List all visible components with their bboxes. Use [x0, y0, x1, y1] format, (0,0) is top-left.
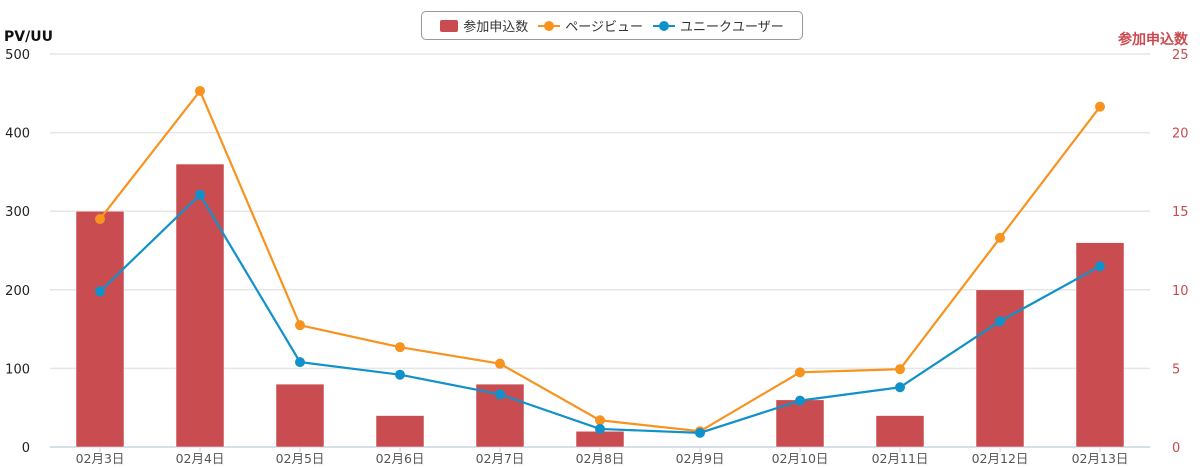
data-point[interactable] — [95, 286, 105, 297]
series-line — [99, 192, 1101, 434]
right-tick-label: 15 — [1172, 205, 1189, 220]
line-marker-icon — [538, 20, 561, 32]
right-tick-label: 10 — [1172, 284, 1189, 299]
x-tick-label: 02月11日 — [872, 451, 929, 466]
data-point[interactable] — [195, 85, 205, 96]
data-point[interactable] — [95, 214, 105, 225]
left-tick-label: 0 — [22, 441, 30, 456]
bar[interactable] — [375, 415, 425, 448]
x-tick-label: 02月4日 — [176, 451, 225, 466]
data-point[interactable] — [595, 415, 605, 426]
right-axis-title: 参加申込数 — [1118, 32, 1188, 48]
data-point[interactable] — [1095, 261, 1105, 272]
x-tick-label: 02月3日 — [76, 451, 125, 466]
bar-swatch-icon — [440, 19, 459, 32]
bar[interactable] — [75, 210, 125, 448]
left-axis-title: PV/UU — [4, 29, 53, 45]
data-point[interactable] — [295, 357, 305, 368]
line-marker-icon — [653, 20, 675, 32]
right-tick-label: 0 — [1172, 441, 1180, 456]
x-tick-label: 02月8日 — [576, 451, 625, 466]
bar[interactable] — [775, 399, 825, 448]
left-tick-label: 200 — [5, 284, 30, 299]
x-tick-label: 02月5日 — [276, 451, 325, 466]
data-point[interactable] — [695, 427, 705, 438]
x-tick-label: 02月6日 — [376, 451, 425, 466]
data-point[interactable] — [795, 395, 805, 406]
right-tick-label: 5 — [1172, 362, 1180, 377]
data-point[interactable] — [1095, 101, 1105, 112]
left-tick-label: 300 — [5, 205, 30, 220]
left-tick-label: 400 — [5, 127, 30, 142]
legend-label: 参加申込数 — [463, 20, 529, 35]
data-point[interactable] — [495, 389, 505, 400]
bar[interactable] — [175, 163, 225, 448]
data-point[interactable] — [295, 320, 305, 331]
legend-item-applications[interactable]: 参加申込数 — [440, 16, 528, 35]
bar[interactable] — [875, 415, 925, 448]
bar[interactable] — [975, 289, 1025, 448]
data-point[interactable] — [995, 316, 1005, 327]
x-tick-label: 02月13日 — [1072, 451, 1129, 466]
data-point[interactable] — [595, 423, 605, 434]
x-tick-label: 02月7日 — [476, 451, 525, 466]
data-point[interactable] — [495, 358, 505, 369]
data-point[interactable] — [195, 189, 205, 200]
series-line — [99, 88, 1101, 433]
legend-label: ユニークユーザー — [680, 20, 784, 35]
bar[interactable] — [275, 383, 325, 448]
data-point[interactable] — [895, 364, 905, 375]
right-tick-label: 25 — [1172, 48, 1189, 63]
chart-legend: 参加申込数 ページビュー ユニークユーザー — [421, 11, 803, 40]
right-tick-label: 20 — [1172, 127, 1189, 142]
legend-item-pageviews[interactable]: ページビュー — [538, 16, 643, 35]
left-tick-label: 500 — [5, 48, 30, 63]
data-point[interactable] — [895, 382, 905, 393]
legend-item-unique-users[interactable]: ユニークユーザー — [653, 16, 784, 35]
data-point[interactable] — [395, 369, 405, 380]
data-point[interactable] — [795, 367, 805, 378]
x-tick-label: 02月9日 — [676, 451, 725, 466]
bar[interactable] — [1075, 242, 1125, 448]
data-point[interactable] — [995, 232, 1005, 243]
left-tick-label: 100 — [5, 362, 30, 377]
x-tick-label: 02月10日 — [772, 451, 829, 466]
legend-label: ページビュー — [565, 20, 643, 35]
data-point[interactable] — [395, 342, 405, 353]
x-tick-label: 02月12日 — [972, 451, 1029, 466]
